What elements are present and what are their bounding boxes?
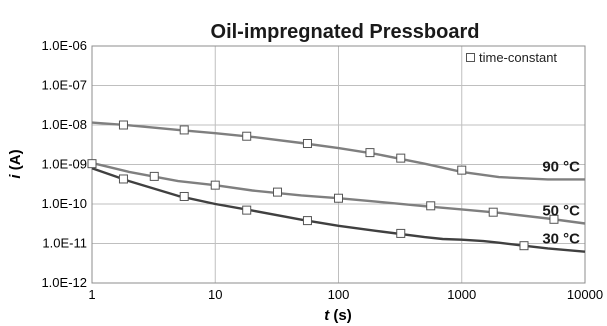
time-constant-marker	[549, 214, 559, 224]
chart-title: Oil-impregnated Pressboard	[211, 21, 480, 43]
y-tick-label: 1.0E-06	[41, 38, 87, 53]
time-constant-marker	[457, 165, 467, 175]
y-tick-label: 1.0E-08	[41, 117, 87, 132]
time-constant-marker	[242, 205, 252, 215]
x-tick-label: 1	[88, 287, 95, 302]
time-constant-marker	[210, 180, 220, 190]
time-constant-marker	[302, 139, 312, 149]
series-labels: 90 °C 50 °C 30 °C	[542, 158, 580, 247]
time-constant-marker	[87, 159, 97, 169]
legend-label: time-constant	[479, 50, 557, 65]
x-tick-label: 1000	[447, 287, 476, 302]
y-tick-label: 1.0E-11	[42, 236, 87, 251]
x-tick-label: 10	[208, 287, 222, 302]
y-tick-label: 1.0E-10	[41, 196, 87, 211]
x-axis-title: t (s)	[324, 307, 352, 324]
legend-marker	[466, 53, 475, 62]
series-label-2: 30 °C	[542, 231, 580, 248]
series-label-0: 90 °C	[542, 158, 580, 175]
x-tick-labels: 1 10 100 1000 10000	[88, 287, 603, 302]
series-markers	[87, 120, 559, 251]
time-constant-marker	[365, 148, 375, 158]
series-line-0	[91, 121, 585, 181]
y-tick-label: 1.0E-09	[41, 157, 87, 172]
x-axis-title-var: t	[324, 307, 330, 324]
time-constant-marker	[426, 201, 436, 211]
series-label-1: 50 °C	[542, 203, 580, 220]
time-constant-marker	[118, 120, 128, 130]
time-constant-marker	[273, 187, 283, 197]
time-constant-marker	[334, 193, 343, 203]
y-axis-title-unit: (A)	[7, 149, 24, 174]
y-axis-title: i (A)	[7, 149, 24, 178]
grid-lines	[91, 45, 586, 284]
time-constant-marker	[118, 174, 128, 184]
y-axis-title-var: i	[7, 174, 24, 179]
time-constant-marker	[396, 153, 406, 163]
time-constant-marker	[488, 207, 498, 217]
x-axis-title-unit: (s)	[329, 307, 352, 324]
legend: time-constant	[466, 50, 557, 65]
x-tick-label: 10000	[567, 287, 603, 302]
y-tick-label: 1.0E-07	[41, 78, 87, 93]
time-constant-marker	[519, 241, 529, 251]
time-constant-marker	[302, 216, 312, 226]
y-tick-label: 1.0E-12	[41, 275, 87, 290]
time-constant-marker	[149, 171, 159, 181]
y-tick-labels: 1.0E-12 1.0E-11 1.0E-10 1.0E-09 1.0E-08 1.0E-…	[41, 38, 87, 290]
time-constant-marker	[179, 125, 189, 135]
x-tick-label: 100	[328, 287, 350, 302]
time-constant-marker	[242, 131, 252, 141]
time-constant-marker	[179, 191, 189, 201]
time-constant-marker	[396, 228, 406, 238]
